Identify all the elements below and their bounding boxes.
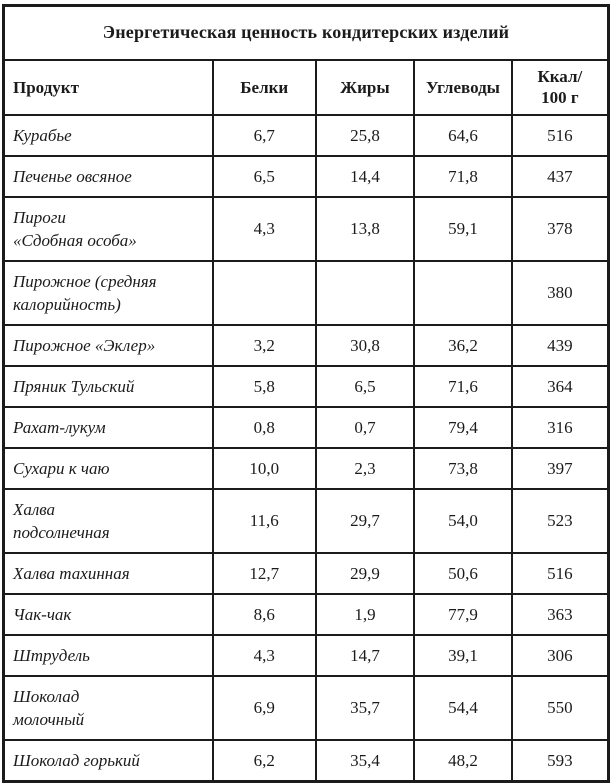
table-row: Халва тахинная 12,7 29,9 50,6 516	[2, 551, 610, 595]
carbs-value: 50,6	[413, 551, 513, 595]
table-row: Пряник Тульский 5,8 6,5 71,6 364	[2, 364, 610, 408]
fat-value: 14,7	[314, 633, 416, 677]
protein-value: 10,0	[211, 446, 317, 490]
product-name: Шоколад горький	[2, 738, 214, 782]
fat-value: 29,7	[314, 487, 416, 554]
table-row: Сухари к чаю 10,0 2,3 73,8 397	[2, 446, 610, 490]
carbs-value: 39,1	[413, 633, 513, 677]
protein-value: 6,7	[211, 113, 317, 157]
protein-value	[211, 259, 317, 326]
kcal-value: 364	[510, 364, 610, 408]
table-row: Халва подсолнечная 11,6 29,7 54,0 523	[2, 487, 610, 554]
column-header-carbs: Углеводы	[413, 58, 513, 116]
column-header-protein: Белки	[211, 58, 317, 116]
protein-value: 0,8	[211, 405, 317, 449]
product-name: Печенье овсяное	[2, 154, 214, 198]
product-name: Халва подсолнечная	[2, 487, 214, 554]
kcal-value: 516	[510, 113, 610, 157]
kcal-value: 437	[510, 154, 610, 198]
product-name: Чак-чак	[2, 592, 214, 636]
table-row: Шоколад горький 6,2 35,4 48,2 593	[2, 738, 610, 782]
product-name: Пирожное (средняя калорийность)	[2, 259, 214, 326]
fat-value: 13,8	[314, 195, 416, 262]
carbs-value: 79,4	[413, 405, 513, 449]
product-name: Халва тахинная	[2, 551, 214, 595]
fat-value: 29,9	[314, 551, 416, 595]
table-row: Пироги «Сдобная особа» 4,3 13,8 59,1 378	[2, 195, 610, 262]
fat-value: 30,8	[314, 323, 416, 367]
protein-value: 5,8	[211, 364, 317, 408]
table-title: Энергетическая ценность кондитерских изд…	[2, 4, 610, 61]
table-body: Курабье 6,7 25,8 64,6 516 Печенье овсяно…	[2, 113, 610, 782]
fat-value: 14,4	[314, 154, 416, 198]
carbs-value: 36,2	[413, 323, 513, 367]
protein-value: 3,2	[211, 323, 317, 367]
carbs-value: 71,6	[413, 364, 513, 408]
table-row: Печенье овсяное 6,5 14,4 71,8 437	[2, 154, 610, 198]
nutrition-table: Энергетическая ценность кондитерских изд…	[2, 4, 610, 783]
fat-value: 2,3	[314, 446, 416, 490]
carbs-value	[413, 259, 513, 326]
product-name: Рахат-лукум	[2, 405, 214, 449]
table-title-row: Энергетическая ценность кондитерских изд…	[2, 4, 610, 61]
protein-value: 6,9	[211, 674, 317, 741]
product-name: Пироги «Сдобная особа»	[2, 195, 214, 262]
fat-value: 35,4	[314, 738, 416, 782]
protein-value: 12,7	[211, 551, 317, 595]
product-name: Пряник Тульский	[2, 364, 214, 408]
table-row: Штрудель 4,3 14,7 39,1 306	[2, 633, 610, 677]
protein-value: 4,3	[211, 633, 317, 677]
protein-value: 6,5	[211, 154, 317, 198]
product-name: Сухари к чаю	[2, 446, 214, 490]
carbs-value: 54,4	[413, 674, 513, 741]
column-header-row: Продукт Белки Жиры Углеводы Ккал/ 100 г	[2, 58, 610, 116]
protein-value: 6,2	[211, 738, 317, 782]
table-row: Шоколад молочный 6,9 35,7 54,4 550	[2, 674, 610, 741]
column-header-product: Продукт	[2, 58, 214, 116]
table-row: Курабье 6,7 25,8 64,6 516	[2, 113, 610, 157]
product-name: Курабье	[2, 113, 214, 157]
product-name: Штрудель	[2, 633, 214, 677]
fat-value: 0,7	[314, 405, 416, 449]
table-row: Чак-чак 8,6 1,9 77,9 363	[2, 592, 610, 636]
product-name: Пирожное «Эклер»	[2, 323, 214, 367]
kcal-value: 378	[510, 195, 610, 262]
carbs-value: 48,2	[413, 738, 513, 782]
kcal-value: 397	[510, 446, 610, 490]
protein-value: 4,3	[211, 195, 317, 262]
carbs-value: 77,9	[413, 592, 513, 636]
kcal-value: 593	[510, 738, 610, 782]
kcal-value: 516	[510, 551, 610, 595]
kcal-value: 316	[510, 405, 610, 449]
product-name: Шоколад молочный	[2, 674, 214, 741]
fat-value: 25,8	[314, 113, 416, 157]
column-header-fat: Жиры	[314, 58, 416, 116]
column-header-kcal: Ккал/ 100 г	[510, 58, 610, 116]
table-row: Пирожное «Эклер» 3,2 30,8 36,2 439	[2, 323, 610, 367]
fat-value: 35,7	[314, 674, 416, 741]
kcal-value: 363	[510, 592, 610, 636]
kcal-value: 439	[510, 323, 610, 367]
kcal-value: 523	[510, 487, 610, 554]
kcal-value: 306	[510, 633, 610, 677]
fat-value	[314, 259, 416, 326]
fat-value: 6,5	[314, 364, 416, 408]
carbs-value: 54,0	[413, 487, 513, 554]
table-row: Рахат-лукум 0,8 0,7 79,4 316	[2, 405, 610, 449]
fat-value: 1,9	[314, 592, 416, 636]
table-row: Пирожное (средняя калорийность) 380	[2, 259, 610, 326]
kcal-value: 380	[510, 259, 610, 326]
carbs-value: 73,8	[413, 446, 513, 490]
protein-value: 8,6	[211, 592, 317, 636]
kcal-value: 550	[510, 674, 610, 741]
protein-value: 11,6	[211, 487, 317, 554]
carbs-value: 71,8	[413, 154, 513, 198]
carbs-value: 59,1	[413, 195, 513, 262]
carbs-value: 64,6	[413, 113, 513, 157]
